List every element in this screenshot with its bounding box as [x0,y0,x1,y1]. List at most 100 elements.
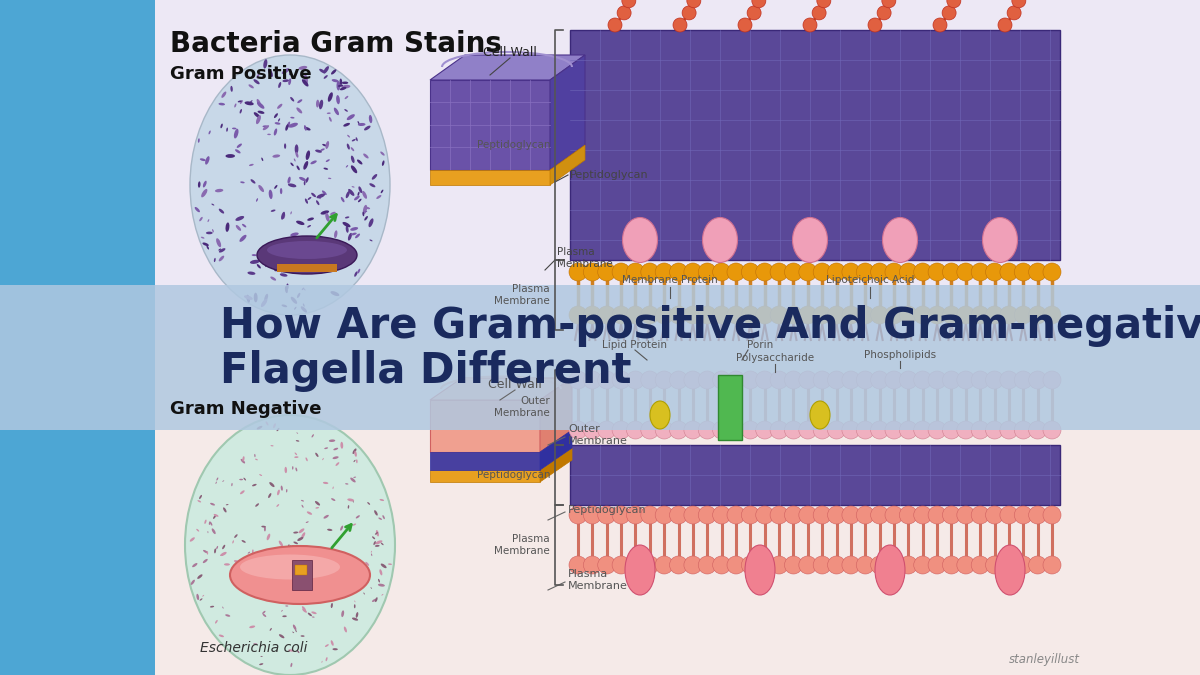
Circle shape [814,506,832,524]
Text: Plasma
Membrane: Plasma Membrane [494,284,550,306]
Ellipse shape [266,534,270,540]
Ellipse shape [203,595,204,597]
Ellipse shape [307,574,310,576]
Ellipse shape [250,555,254,557]
Ellipse shape [224,563,230,566]
Ellipse shape [254,454,256,457]
Circle shape [569,556,587,574]
Ellipse shape [253,643,257,645]
Ellipse shape [376,540,383,543]
Circle shape [928,421,946,439]
Circle shape [583,371,601,389]
Ellipse shape [190,55,390,315]
Ellipse shape [284,568,287,570]
Circle shape [913,421,931,439]
Ellipse shape [296,433,298,434]
Ellipse shape [358,192,360,196]
Ellipse shape [264,294,268,302]
Ellipse shape [352,139,355,141]
Ellipse shape [296,221,305,225]
Circle shape [1043,506,1061,524]
Circle shape [598,371,616,389]
Text: stanleyillust: stanleyillust [1009,653,1080,666]
Ellipse shape [257,74,259,78]
Ellipse shape [374,532,378,535]
Ellipse shape [289,545,294,549]
Circle shape [612,556,630,574]
Circle shape [956,421,974,439]
Ellipse shape [240,554,340,580]
Circle shape [1000,371,1018,389]
Ellipse shape [342,85,350,88]
Ellipse shape [241,540,246,543]
Ellipse shape [263,125,269,130]
Ellipse shape [323,144,326,146]
Circle shape [583,506,601,524]
Ellipse shape [356,564,360,570]
Circle shape [1028,306,1046,324]
Ellipse shape [277,489,280,495]
Circle shape [622,0,636,8]
Ellipse shape [792,217,828,263]
Circle shape [985,371,1003,389]
Ellipse shape [296,440,299,441]
Ellipse shape [257,236,358,274]
Text: Membrane Protein: Membrane Protein [622,275,718,285]
Polygon shape [540,430,572,470]
Ellipse shape [325,159,330,162]
Ellipse shape [292,545,294,546]
Ellipse shape [328,248,334,253]
Ellipse shape [278,118,280,121]
Circle shape [934,18,947,32]
Circle shape [886,263,904,281]
Ellipse shape [378,584,385,587]
Circle shape [877,6,892,20]
Circle shape [770,421,788,439]
Ellipse shape [251,179,256,184]
Ellipse shape [330,212,336,215]
Circle shape [612,506,630,524]
Ellipse shape [244,295,253,300]
Polygon shape [540,378,572,452]
Ellipse shape [232,128,236,130]
Ellipse shape [239,479,244,481]
Ellipse shape [274,242,276,247]
Ellipse shape [352,186,354,188]
Ellipse shape [275,185,277,189]
Ellipse shape [240,100,242,104]
Ellipse shape [269,482,275,487]
Ellipse shape [348,233,352,240]
Polygon shape [550,145,586,185]
Ellipse shape [268,493,271,498]
Ellipse shape [191,580,194,585]
Ellipse shape [276,428,280,431]
Circle shape [641,556,659,574]
Circle shape [971,421,989,439]
Ellipse shape [253,79,259,84]
Circle shape [770,306,788,324]
Circle shape [1014,306,1032,324]
Ellipse shape [306,151,310,160]
Circle shape [886,556,904,574]
Ellipse shape [206,246,209,250]
Polygon shape [550,55,586,170]
Ellipse shape [348,189,354,196]
Ellipse shape [197,574,203,579]
Circle shape [1000,421,1018,439]
Circle shape [985,263,1003,281]
Ellipse shape [284,286,288,293]
Circle shape [641,306,659,324]
Ellipse shape [301,306,307,313]
Circle shape [942,506,960,524]
Circle shape [752,0,766,8]
Circle shape [1043,421,1061,439]
Ellipse shape [290,297,298,304]
Ellipse shape [324,167,328,170]
Ellipse shape [288,544,289,548]
Ellipse shape [274,423,276,428]
Circle shape [738,18,752,32]
Circle shape [814,306,832,324]
Circle shape [947,0,961,8]
Ellipse shape [274,128,277,136]
Ellipse shape [240,182,245,184]
